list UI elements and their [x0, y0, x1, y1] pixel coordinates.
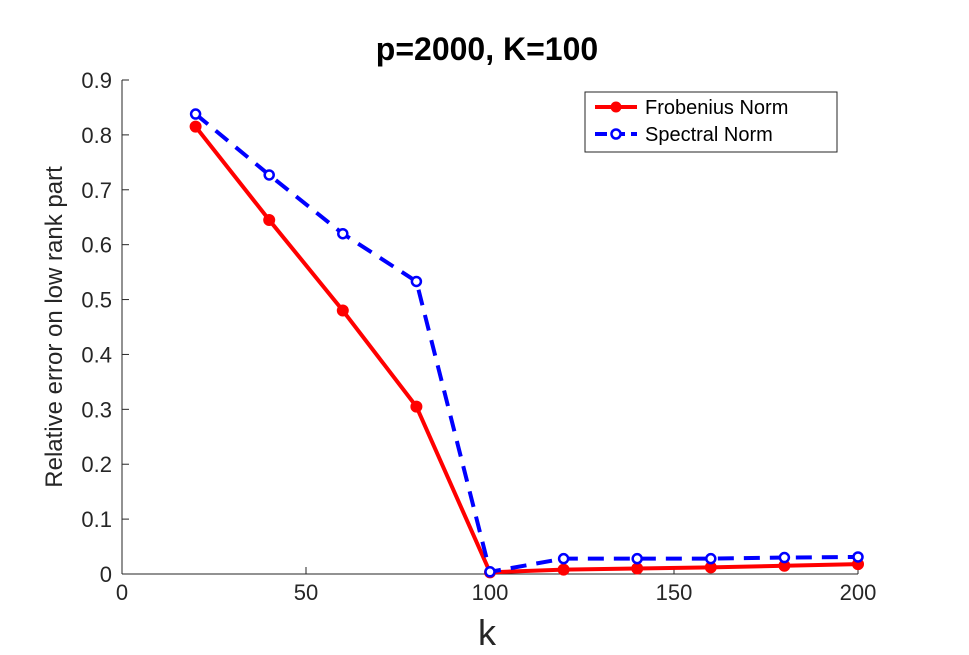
data-point: [705, 552, 717, 565]
y-ticks: 0 0.1 0.2 0.3 0.4 0.5 0.6 0.7 0.8 0.9: [81, 68, 129, 587]
data-point: [336, 304, 349, 317]
y-tick-label: 0.9: [81, 68, 112, 93]
data-point: [484, 566, 496, 578]
legend-label: Spectral Norm: [645, 124, 773, 146]
data-point: [631, 552, 643, 565]
legend: Frobenius Norm Spectral Norm: [584, 91, 838, 153]
x-axis-label: k: [478, 612, 497, 653]
y-tick-label: 0.6: [81, 233, 112, 258]
x-tick-label: 0: [116, 580, 128, 605]
y-tick-label: 0.1: [81, 507, 112, 532]
data-point: [557, 552, 570, 565]
y-tick-label: 0.3: [81, 397, 112, 422]
data-point: [778, 551, 791, 564]
data-point: [557, 563, 570, 576]
x-tick-label: 150: [656, 580, 693, 605]
x-tick-label: 50: [294, 580, 318, 605]
x-ticks: 0 50 100 150 200: [116, 567, 876, 605]
data-point: [189, 108, 202, 120]
legend-marker: [610, 101, 622, 113]
legend-entry: Spectral Norm: [595, 124, 773, 146]
y-tick-label: 0.8: [81, 123, 112, 148]
plot-area: [122, 80, 858, 574]
data-point: [189, 120, 202, 133]
data-point: [631, 562, 644, 575]
series-spectral-norm: [189, 108, 864, 578]
series-line: [194, 125, 859, 575]
y-tick-label: 0: [100, 562, 112, 587]
x-tick-label: 200: [840, 580, 877, 605]
series-line: [194, 112, 859, 574]
data-point: [410, 275, 423, 288]
legend-entry: Frobenius Norm: [595, 97, 788, 119]
series-layer: [189, 108, 864, 579]
y-tick-label: 0.7: [81, 178, 112, 203]
data-point: [852, 551, 864, 563]
y-axis-label: Relative error on low rank part: [41, 166, 68, 488]
legend-entries: Frobenius Norm Spectral Norm: [595, 97, 788, 146]
legend-box: [584, 91, 838, 153]
data-point: [337, 227, 349, 240]
data-point: [263, 213, 276, 226]
legend-marker: [610, 128, 622, 140]
y-tick-label: 0.2: [81, 452, 112, 477]
chart-title: p=2000, K=100: [376, 31, 598, 67]
y-tick-label: 0.4: [81, 342, 112, 367]
y-tick-label: 0.5: [81, 288, 112, 313]
x-tick-label: 100: [472, 580, 509, 605]
data-point: [410, 400, 423, 413]
legend-label: Frobenius Norm: [645, 97, 788, 119]
data-point: [263, 169, 275, 181]
